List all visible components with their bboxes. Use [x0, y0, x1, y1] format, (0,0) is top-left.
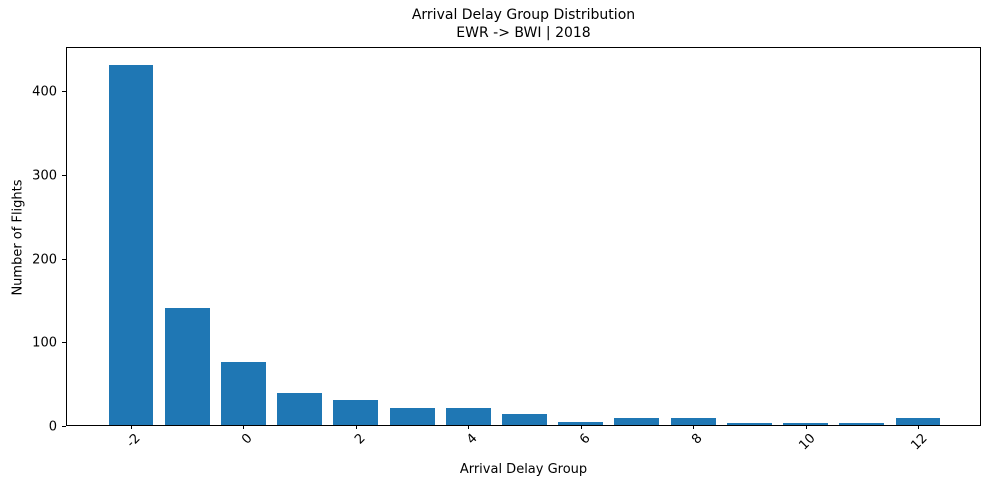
y-tick-mark [62, 91, 66, 93]
y-tick-label: 300 [32, 168, 57, 184]
x-tick-mark [243, 425, 245, 429]
x-tick-mark [131, 425, 132, 429]
y-tick-mark [62, 426, 66, 427]
plot-area: 0 100 200 300 400 -2 0 2 4 6 8 10 12 [32, 47, 981, 453]
y-tick-label: 400 [32, 84, 57, 100]
y-tick-label: 200 [32, 252, 57, 268]
chart-title-block: Arrival Delay Group Distribution EWR -> … [66, 6, 981, 42]
bar-group-12 [895, 418, 941, 425]
y-tick-mark [62, 342, 66, 344]
x-axis-label: Arrival Delay Group [459, 462, 588, 477]
bar-group-11 [839, 423, 885, 425]
bar-group-7 [614, 418, 660, 425]
x-tick-mark [580, 425, 582, 429]
bar-group-3 [389, 408, 435, 425]
bar-group-1 [277, 393, 323, 425]
bar-group-10 [783, 423, 829, 425]
x-tick-mark [693, 425, 695, 429]
bar-group-4 [445, 408, 491, 425]
y-tick-label: 100 [32, 335, 57, 351]
x-tick-mark [805, 425, 807, 429]
chart-subtitle: EWR -> BWI | 2018 [456, 25, 591, 41]
bar-group--2 [108, 65, 154, 425]
bar-group-5 [502, 414, 547, 425]
y-tick-label: 0 [48, 419, 57, 435]
x-tick-mark [355, 425, 357, 429]
bar-group-0 [220, 362, 266, 425]
x-tick-mark [468, 425, 470, 429]
bar-group-8 [670, 418, 716, 425]
chart-title: Arrival Delay Group Distribution [411, 7, 636, 23]
x-tick-mark [918, 425, 919, 429]
bar-group-6 [558, 421, 604, 425]
y-tick-mark [62, 175, 66, 176]
y-tick-mark [62, 258, 66, 260]
bar-group-9 [726, 423, 772, 425]
bar-group--1 [164, 307, 210, 425]
bar-group-2 [333, 399, 379, 425]
